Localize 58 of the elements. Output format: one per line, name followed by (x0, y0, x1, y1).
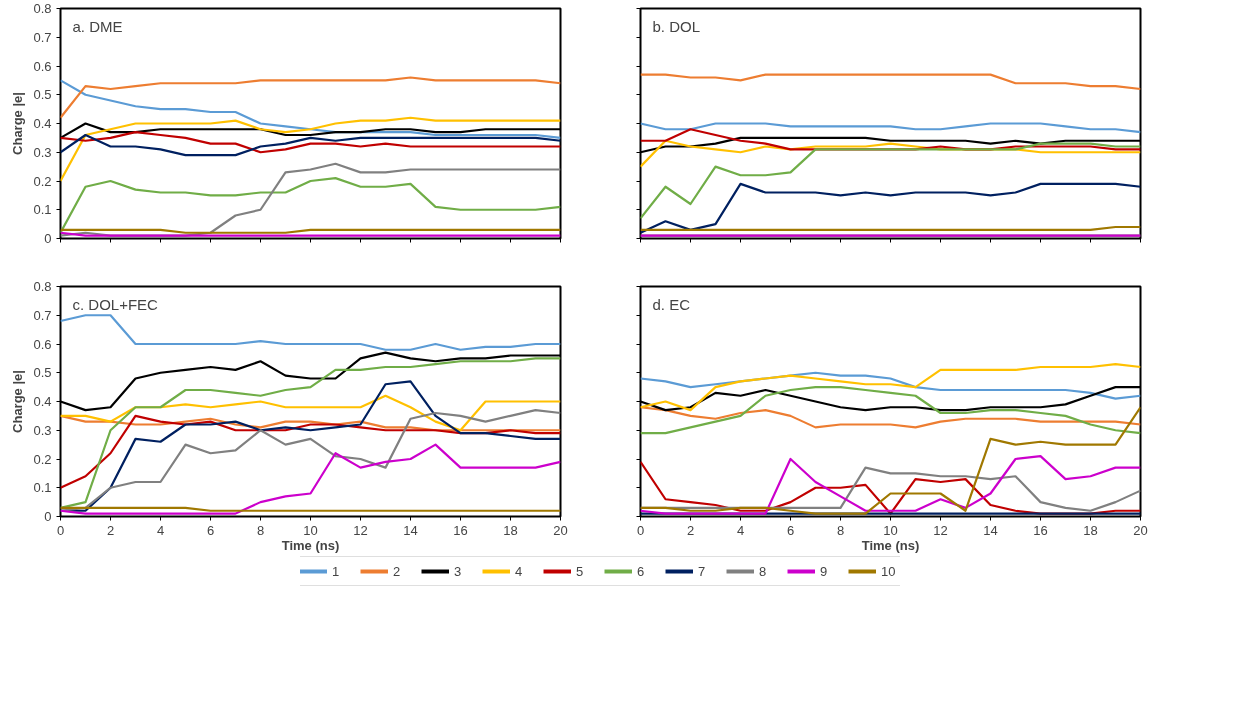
y-tick-label: 0.7 (33, 29, 52, 45)
y-tick-label: 0.7 (33, 307, 52, 323)
y-tick-label: 0.6 (33, 336, 52, 352)
legend-label: 10 (881, 563, 897, 579)
x-axis-title: Time (ns) (281, 537, 340, 553)
y-tick-label: 0.8 (33, 279, 52, 294)
x-tick-label: 10 (303, 522, 318, 538)
legend-label: 5 (576, 563, 585, 579)
x-tick-label: 14 (403, 522, 418, 538)
text: d. EC (652, 295, 691, 313)
x-tick-label: 0 (56, 522, 65, 538)
x-tick-label: 6 (786, 522, 795, 538)
y-tick-label: 0.2 (33, 451, 52, 467)
legend-label: 7 (698, 563, 707, 579)
y-tick-label: 0 (44, 509, 52, 524)
y-tick-label: 0 (44, 231, 52, 246)
x-tick-label: 10 (883, 522, 898, 538)
y-tick-label: 0.3 (33, 422, 52, 438)
y-tick-label: 0.1 (33, 202, 52, 218)
y-tick-label: 0.5 (33, 365, 52, 381)
y-tick-label: 0.2 (33, 173, 52, 189)
legend-label: 8 (759, 563, 768, 579)
x-tick-label: 18 (1083, 522, 1098, 538)
y-tick-label: 0.4 (33, 116, 52, 131)
x-tick-label: 2 (106, 522, 115, 538)
text: a. DME (72, 17, 123, 35)
y-tick-label: 0.5 (33, 87, 52, 103)
legend-label: 2 (393, 563, 402, 579)
x-tick-label: 0 (636, 522, 645, 538)
y-axis-title: Charge |e| (10, 370, 26, 433)
y-tick-label: 0.6 (33, 58, 52, 74)
x-tick-label: 8 (836, 522, 845, 538)
x-tick-label: 12 (353, 522, 368, 538)
x-tick-label: 20 (1133, 522, 1148, 538)
x-tick-label: 20 (553, 522, 568, 538)
x-tick-label: 4 (736, 522, 745, 538)
x-tick-label: 4 (156, 522, 165, 538)
x-tick-label: 16 (1033, 522, 1048, 538)
legend-label: 4 (515, 563, 524, 579)
x-tick-label: 12 (933, 522, 948, 538)
x-tick-label: 6 (206, 522, 215, 538)
legend-label: 3 (454, 563, 463, 579)
y-tick-label: 0.8 (33, 1, 52, 16)
x-tick-label: 16 (453, 522, 468, 538)
legend-label: 1 (332, 563, 341, 579)
y-tick-label: 0.1 (33, 480, 52, 496)
legend-label: 9 (820, 563, 829, 579)
x-tick-label: 18 (503, 522, 518, 538)
y-tick-label: 0.3 (33, 144, 52, 160)
x-tick-label: 14 (983, 522, 998, 538)
text: b. DOL (652, 17, 701, 35)
y-tick-label: 0.4 (33, 394, 52, 409)
x-axis-title: Time (ns) (861, 537, 920, 553)
x-tick-label: 8 (256, 522, 265, 538)
x-tick-label: 2 (686, 522, 695, 538)
y-axis-title: Charge |e| (10, 92, 26, 155)
text: c. DOL+FEC (72, 295, 159, 313)
legend-label: 6 (637, 563, 646, 579)
